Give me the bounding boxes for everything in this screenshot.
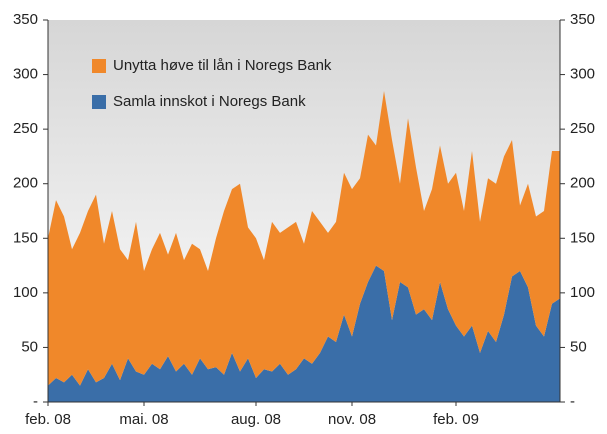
area bbox=[48, 90, 560, 386]
y-tick-label: 200 bbox=[13, 175, 38, 192]
y-tick-label: 150 bbox=[13, 229, 38, 246]
y2-tick-label: 250 bbox=[570, 120, 595, 137]
y-tick-label: 250 bbox=[13, 120, 38, 137]
y2-tick-label: 150 bbox=[570, 229, 595, 246]
x-tick-label: mai. 08 bbox=[119, 411, 168, 428]
y2-tick-label: 50 bbox=[570, 338, 587, 355]
y-tick-label: 100 bbox=[13, 284, 38, 301]
y2-tick-label: 100 bbox=[570, 284, 595, 301]
x-tick-label: aug. 08 bbox=[231, 411, 281, 428]
y-tick-label: - bbox=[33, 393, 38, 410]
x-tick-label: feb. 09 bbox=[433, 411, 479, 428]
legend-label: Samla innskot i Noregs Bank bbox=[113, 93, 306, 110]
y2-tick-label: 300 bbox=[570, 66, 595, 83]
area bbox=[48, 265, 560, 402]
y-tick-label: 300 bbox=[13, 66, 38, 83]
legend-swatch bbox=[92, 59, 106, 73]
legend-swatch bbox=[92, 95, 106, 109]
y-tick-label: 350 bbox=[13, 11, 38, 28]
x-tick-label: feb. 08 bbox=[25, 411, 71, 428]
x-tick-label: nov. 08 bbox=[328, 411, 376, 428]
y2-tick-label: 350 bbox=[570, 11, 595, 28]
legend-label: Unytta høve til lån i Noregs Bank bbox=[113, 57, 332, 74]
y-tick-label: 50 bbox=[21, 338, 38, 355]
y2-tick-label: 200 bbox=[570, 175, 595, 192]
y2-tick-label: - bbox=[570, 393, 575, 410]
